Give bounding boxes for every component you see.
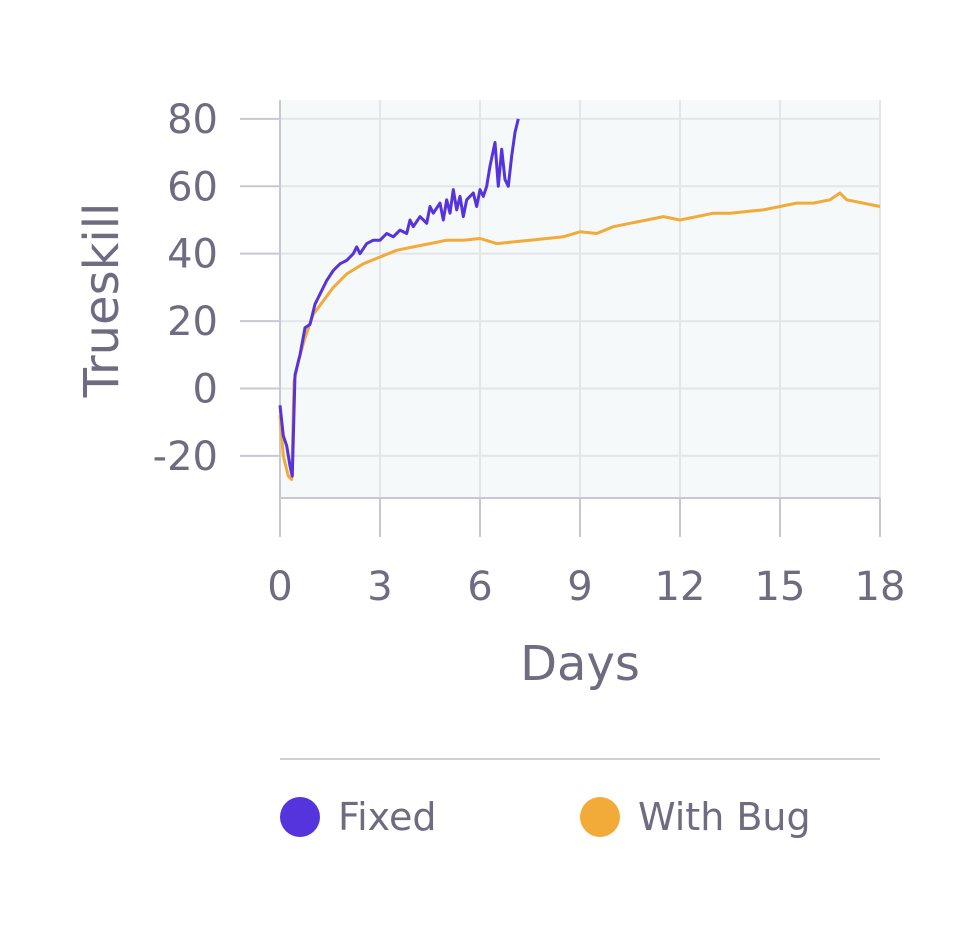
x-tick-label: 3 [367, 564, 392, 610]
x-tick-label: 9 [567, 564, 592, 610]
series-lines [278, 118, 881, 481]
legend-label-with-bug: With Bug [638, 795, 811, 839]
y-tick-label: 80 [167, 97, 218, 143]
grid [279, 100, 881, 498]
x-axis-label: Days [520, 636, 640, 692]
legend-divider [280, 758, 880, 760]
series-line-fixed [278, 118, 520, 478]
legend-item-with-bug[interactable]: With Bug [580, 795, 811, 839]
y-tick-label: 40 [167, 232, 218, 278]
legend-swatch-with-bug [580, 797, 620, 837]
x-tick-label: 15 [755, 564, 806, 610]
legend-swatch-fixed [280, 797, 320, 837]
x-tick-label: 0 [267, 564, 292, 610]
ticks: 0 3 6 9 12 15 18 80 60 40 20 0 -20 [153, 97, 906, 610]
y-tick-label: 60 [167, 164, 218, 210]
legend-item-fixed[interactable]: Fixed [280, 795, 436, 839]
y-tick-label: 0 [193, 366, 218, 412]
line-chart: 0 3 6 9 12 15 18 80 60 40 20 0 -20 Days Trueskill [74, 97, 906, 692]
series-line-with-bug [278, 191, 881, 481]
x-tick-label: 6 [467, 564, 492, 610]
x-tick-label: 18 [855, 564, 906, 610]
y-tick-label: 20 [167, 299, 218, 345]
y-tick-label: -20 [153, 434, 218, 480]
y-axis-label: Trueskill [74, 203, 130, 399]
legend-label-fixed: Fixed [338, 795, 437, 839]
x-tick-label: 12 [655, 564, 706, 610]
